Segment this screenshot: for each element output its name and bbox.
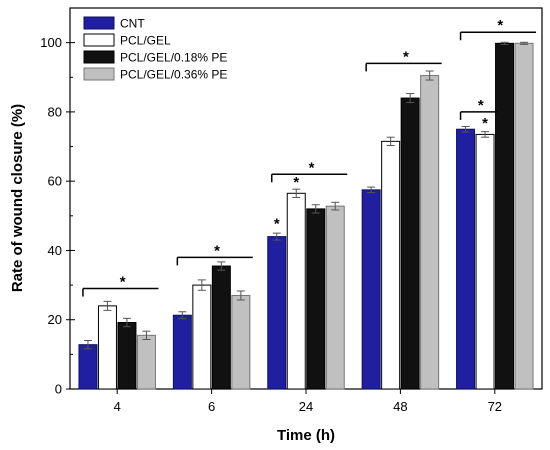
axis-ticks: 0 20 40 60 80 100 4 6 24 48 72 <box>40 35 502 414</box>
legend-swatch <box>83 33 115 47</box>
x-tick-label: 24 <box>299 399 313 414</box>
significance-star: * <box>309 159 315 176</box>
bar <box>495 42 515 390</box>
legend-swatch <box>83 16 115 30</box>
legend-label: PCL/GEL/0.18% PE <box>120 51 227 65</box>
bar <box>136 334 156 390</box>
bar <box>306 208 326 390</box>
bar <box>231 294 251 390</box>
bar <box>211 265 231 390</box>
bar <box>361 189 381 390</box>
legend-swatch <box>83 50 115 64</box>
x-tick-label: 4 <box>114 399 121 414</box>
significance-star: * <box>274 215 280 232</box>
significance-annotations: ********* <box>82 17 537 297</box>
bar <box>456 128 476 390</box>
bars-group <box>78 41 534 390</box>
x-axis-title: Time (h) <box>277 427 335 444</box>
significance-star: * <box>293 174 299 191</box>
legend-label: PCL/GEL/0.36% PE <box>120 68 227 82</box>
bar <box>381 140 401 390</box>
bar <box>267 236 287 390</box>
y-tick-label: 20 <box>48 312 62 327</box>
y-tick-label: 100 <box>40 35 62 50</box>
y-tick-label: 40 <box>48 243 62 258</box>
bar <box>286 192 306 390</box>
y-tick-label: 0 <box>55 382 62 397</box>
significance-star: * <box>497 17 503 34</box>
bar <box>78 344 98 390</box>
bar <box>420 75 440 390</box>
y-axis-title: Rate of wound closure (%) <box>9 104 26 292</box>
legend-swatch <box>83 67 115 81</box>
bar <box>325 205 345 390</box>
bar <box>172 314 192 390</box>
legend-label: CNT <box>120 17 145 31</box>
x-tick-label: 72 <box>488 399 502 414</box>
bar <box>192 284 212 390</box>
significance-star: * <box>120 274 126 291</box>
legend-label: PCL/GEL <box>120 34 171 48</box>
bar <box>400 97 420 390</box>
x-tick-label: 48 <box>393 399 407 414</box>
bar <box>117 321 137 390</box>
bar <box>475 133 495 390</box>
x-tick-label: 6 <box>208 399 215 414</box>
significance-star: * <box>403 48 409 65</box>
significance-star: * <box>478 97 484 114</box>
bar <box>97 305 117 390</box>
bar <box>514 42 534 390</box>
y-tick-label: 60 <box>48 174 62 189</box>
significance-star: * <box>214 242 220 259</box>
significance-star: * <box>482 115 488 132</box>
y-tick-label: 80 <box>48 104 62 119</box>
legend: CNT PCL/GEL PCL/GEL/0.18% PE PCL/GEL/0.36% … <box>83 16 227 82</box>
